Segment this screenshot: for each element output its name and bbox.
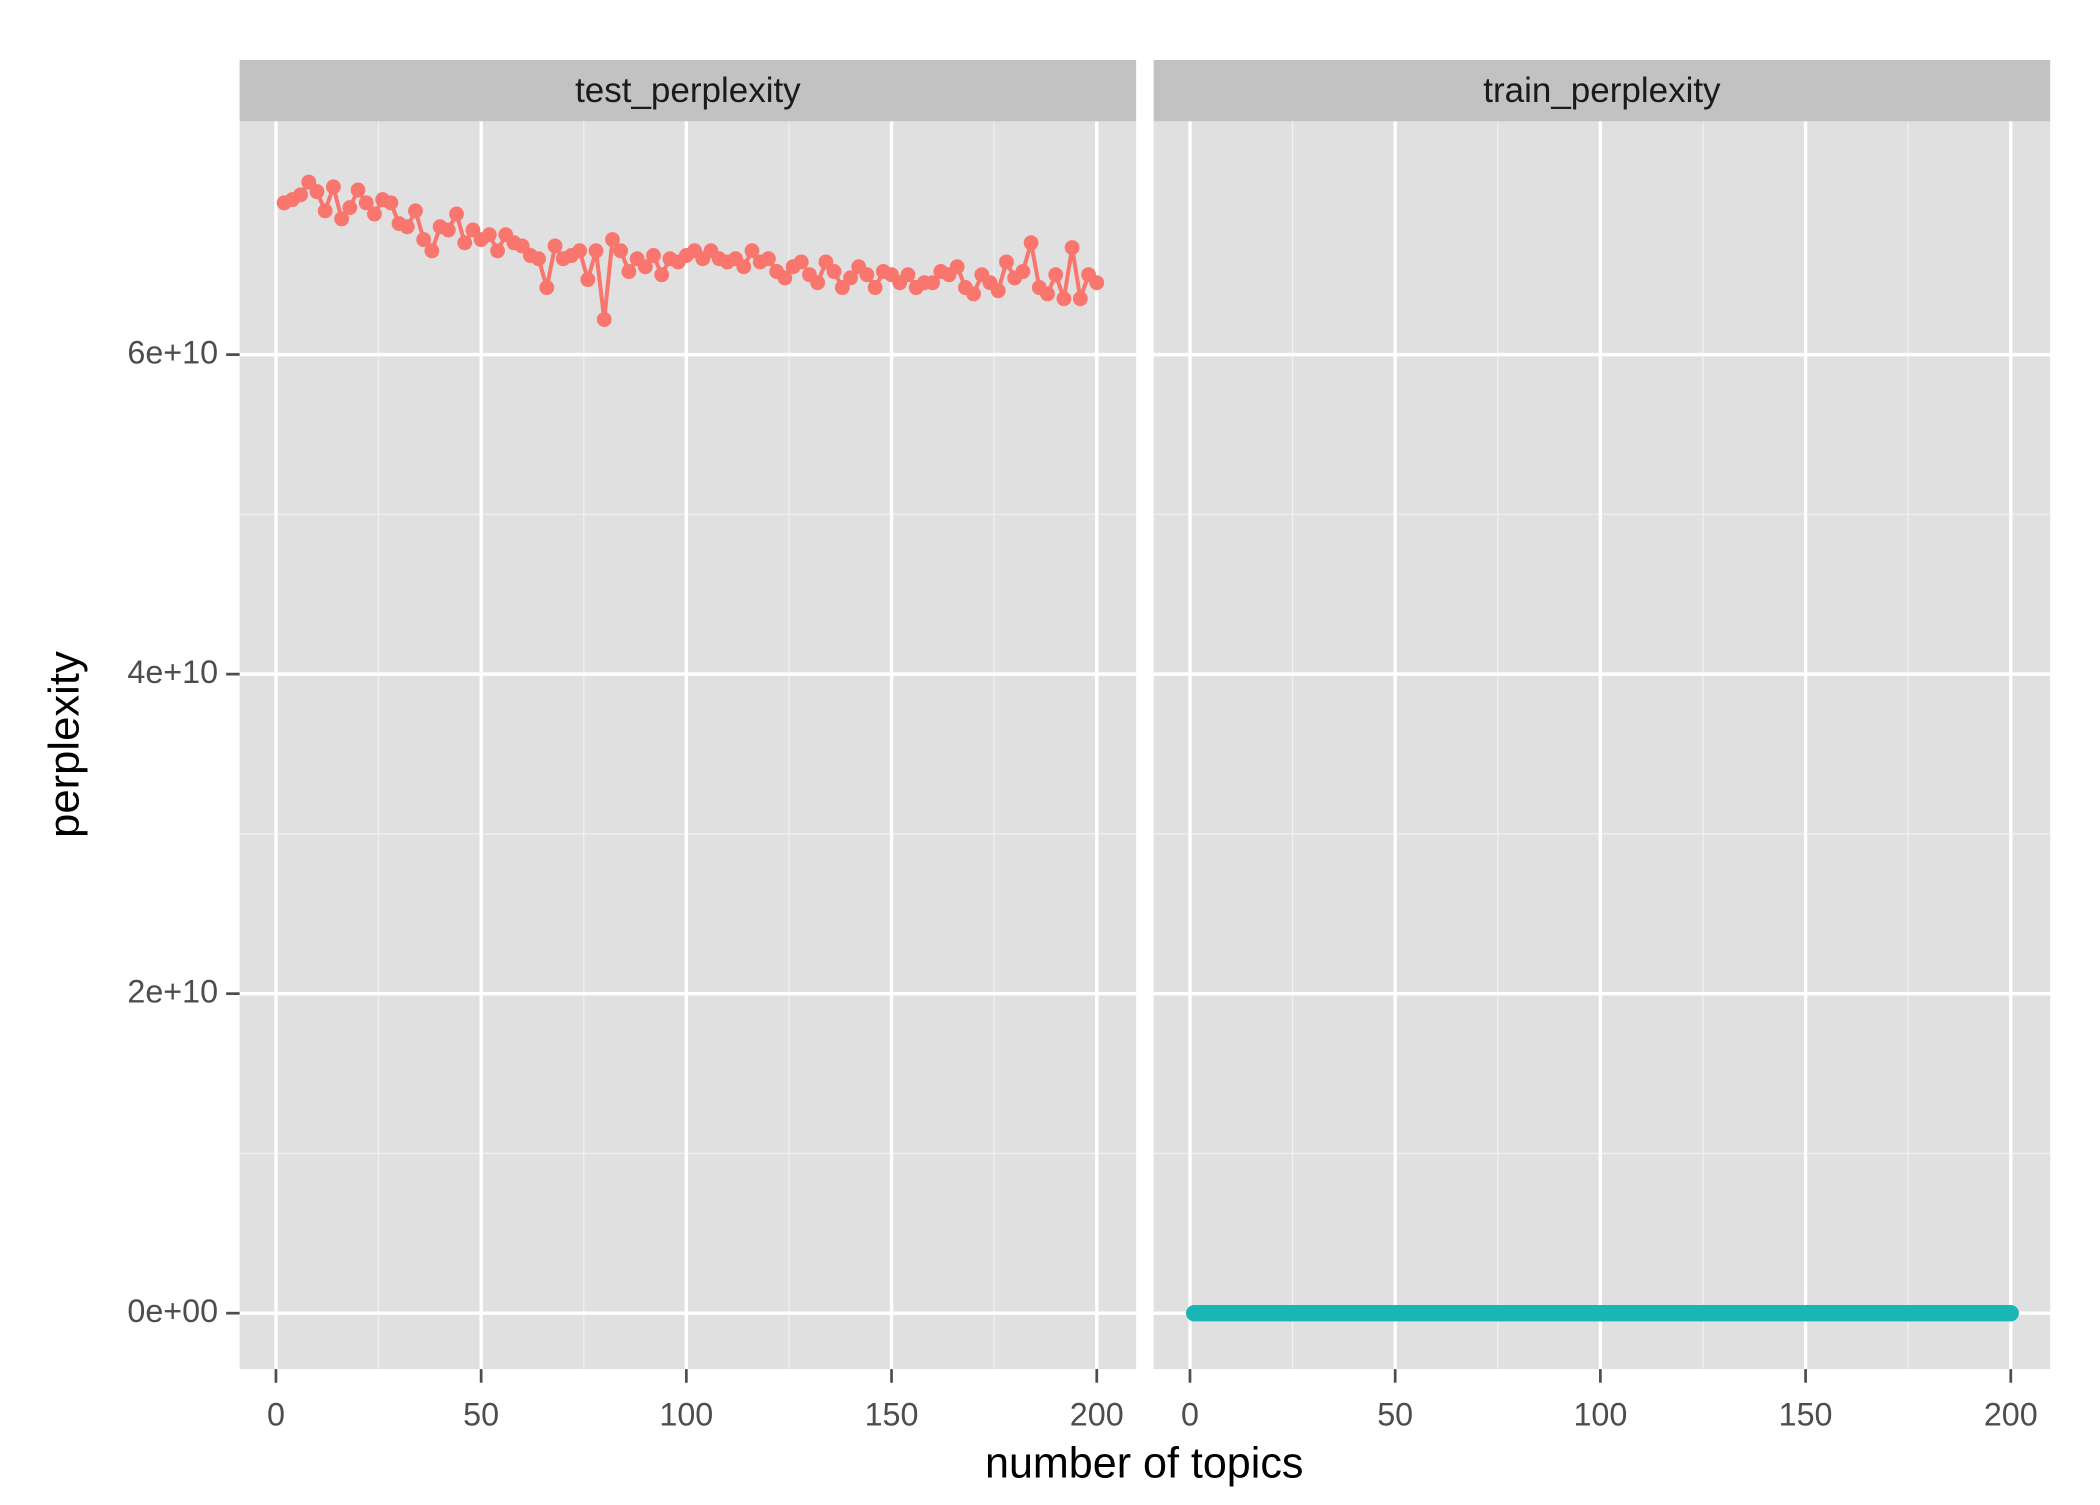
point [408, 203, 423, 219]
point [843, 270, 858, 286]
point [1056, 291, 1072, 307]
point [999, 254, 1014, 270]
point [293, 187, 308, 203]
point [383, 195, 399, 211]
strip-title: test_perplexity [575, 71, 801, 110]
point [810, 275, 826, 291]
point [547, 238, 563, 254]
point [572, 243, 588, 259]
point [1089, 275, 1105, 291]
x-tick-label: 50 [463, 1396, 499, 1432]
x-tick-label: 0 [267, 1396, 285, 1432]
point [342, 200, 358, 216]
point [777, 270, 793, 286]
point [646, 248, 661, 264]
x-tick-label: 150 [1779, 1396, 1833, 1432]
point [826, 264, 842, 280]
x-tick-label: 100 [659, 1396, 713, 1432]
point [309, 184, 325, 200]
point [990, 283, 1006, 299]
point [596, 311, 612, 327]
point [744, 243, 760, 259]
strip-background [1153, 60, 2051, 122]
x-tick-label: 200 [1070, 1396, 1124, 1432]
point [900, 267, 916, 283]
y-tick-label: 0e+00 [127, 1293, 218, 1329]
x-axis-title: number of topics [985, 1439, 1303, 1487]
y-tick-label: 4e+10 [127, 654, 218, 690]
point [1023, 235, 1039, 251]
y-tick-label: 6e+10 [127, 334, 218, 370]
point [654, 267, 670, 283]
point [416, 232, 432, 248]
point [966, 286, 982, 302]
point [449, 206, 464, 222]
point [490, 243, 505, 259]
point [925, 275, 940, 291]
point [1072, 291, 1088, 307]
point [399, 219, 415, 235]
point [1048, 267, 1064, 283]
x-tick-label: 200 [1984, 1396, 2038, 1432]
point [761, 251, 776, 267]
point [1064, 240, 1080, 256]
point [440, 222, 456, 238]
strip-background [239, 60, 1137, 122]
point [949, 259, 965, 275]
x-tick-label: 100 [1573, 1396, 1627, 1432]
point [1015, 264, 1031, 280]
y-axis-title: perplexity [41, 651, 89, 838]
point [424, 243, 440, 259]
strip-title: train_perplexity [1483, 71, 1721, 110]
point [588, 243, 604, 259]
point [793, 254, 809, 270]
point [457, 235, 473, 251]
point [531, 251, 547, 267]
point [859, 267, 875, 283]
point [621, 264, 637, 280]
point [481, 227, 497, 243]
point [736, 259, 752, 275]
x-tick-label: 150 [865, 1396, 919, 1432]
point [358, 195, 374, 211]
x-tick-label: 50 [1377, 1396, 1413, 1432]
x-tick-label: 0 [1181, 1396, 1199, 1432]
point [580, 272, 596, 288]
point [317, 203, 333, 219]
point [867, 280, 883, 296]
point [350, 182, 366, 198]
point [613, 243, 629, 259]
point [539, 280, 555, 296]
point [325, 179, 341, 195]
point [637, 259, 653, 275]
y-tick-label: 2e+10 [127, 973, 218, 1009]
point [1040, 286, 1055, 302]
point [605, 232, 620, 248]
point [367, 206, 382, 222]
point [334, 211, 350, 227]
